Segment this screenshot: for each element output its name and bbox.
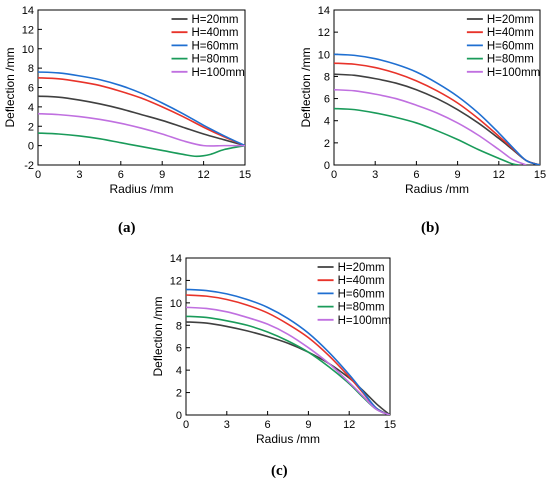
y-tick-label: 2 xyxy=(28,121,34,133)
x-tick-label: 12 xyxy=(343,419,355,431)
series-line-H=60mm xyxy=(186,288,390,415)
legend-label: H=100mm xyxy=(487,67,540,79)
y-tick-label: 12 xyxy=(22,24,34,36)
y-tick-label: 10 xyxy=(318,49,330,61)
x-tick-label: 0 xyxy=(183,419,189,431)
series-line-H=60mm xyxy=(38,71,245,147)
plot-frame xyxy=(185,257,391,416)
legend-label: H=40mm xyxy=(487,27,534,39)
x-tick-label: 9 xyxy=(159,169,165,181)
x-tick-label: 0 xyxy=(331,169,337,181)
chart-c-svg: 0 3 6 9 12 15 0 2 4 6 8 10 12 14 Radius /mm Deflection … xyxy=(151,253,396,446)
y-tick-label: 10 xyxy=(22,44,34,56)
y-tick-label: 12 xyxy=(170,275,182,287)
x-axis-title: Radius /mm xyxy=(256,432,320,446)
y-axis-title: Deflection /mm xyxy=(299,47,313,127)
series-group xyxy=(334,53,540,165)
series-group xyxy=(38,71,245,158)
x-tick-label: 12 xyxy=(493,169,505,181)
x-tick-label: 9 xyxy=(305,419,311,431)
y-tick-label: 10 xyxy=(170,298,182,310)
legend-label: H=60mm xyxy=(338,288,385,300)
x-tick-label: 6 xyxy=(118,169,124,181)
y-tick-label: 14 xyxy=(170,253,182,265)
panel-label-b: (b) xyxy=(421,220,440,236)
legend-label: H=60mm xyxy=(192,40,239,52)
legend-label: H=100mm xyxy=(192,67,245,79)
series-line-H=100mm xyxy=(38,112,245,147)
y-tick-label: 0 xyxy=(324,160,330,172)
series-line-H=80mm xyxy=(334,107,520,165)
legend-label: H=80mm xyxy=(487,54,534,66)
x-tick-label: 12 xyxy=(197,169,209,181)
x-tick-label: 9 xyxy=(455,169,461,181)
y-tick-label: 0 xyxy=(28,141,34,153)
legend-label: H=80mm xyxy=(192,54,239,66)
plot-frame xyxy=(333,9,541,166)
y-tick-label: 12 xyxy=(318,27,330,39)
panel-label-a: (a) xyxy=(118,220,136,236)
chart-panel-a: 0 3 6 9 12 15 -2 0 2 4 6 8 10 12 14 Radius /mm Deflectio… xyxy=(0,0,260,205)
panel-label-c: (c) xyxy=(271,463,288,479)
x-tick-label: 6 xyxy=(413,169,419,181)
x-tick-label: 3 xyxy=(372,169,378,181)
x-tick-label: 15 xyxy=(239,169,251,181)
series-line-H=20mm xyxy=(186,321,390,415)
x-tick-label: 0 xyxy=(35,169,41,181)
series-line-H=60mm xyxy=(334,53,540,165)
x-axis-title: Radius /mm xyxy=(405,182,469,196)
y-tick-label: -2 xyxy=(24,160,34,172)
chart-panel-c: 0 3 6 9 12 15 0 2 4 6 8 10 12 14 Radius /mm Deflection … xyxy=(138,248,400,446)
series-line-H=100mm xyxy=(334,88,527,165)
y-tick-label: 6 xyxy=(176,343,182,355)
y-tick-label: 4 xyxy=(176,365,182,377)
y-tick-label: 8 xyxy=(324,71,330,83)
y-tick-label: 6 xyxy=(324,94,330,106)
legend-label: H=80mm xyxy=(338,302,385,314)
legend-label: H=60mm xyxy=(487,40,534,52)
y-tick-label: 14 xyxy=(22,5,34,17)
series-line-H=20mm xyxy=(38,95,245,147)
y-tick-label: 8 xyxy=(28,63,34,75)
x-tick-label: 6 xyxy=(265,419,271,431)
legend-label: H=20mm xyxy=(192,14,239,26)
x-axis-title: Radius /mm xyxy=(109,182,173,196)
series-line-H=40mm xyxy=(38,77,245,147)
y-tick-label: 4 xyxy=(324,116,330,128)
y-axis-title: Deflection /mm xyxy=(151,296,165,376)
y-tick-label: 6 xyxy=(28,83,34,95)
y-axis-title: Deflection /mm xyxy=(3,47,17,127)
y-tick-label: 2 xyxy=(176,388,182,400)
legend-label: H=40mm xyxy=(192,27,239,39)
series-line-H=80mm xyxy=(186,315,390,415)
legend-label: H=20mm xyxy=(487,14,534,26)
legend-label: H=20mm xyxy=(338,262,385,274)
chart-panel-b: 0 3 6 9 12 15 0 2 4 6 8 10 12 14 Radius /mm Deflection … xyxy=(288,0,550,205)
y-tick-label: 2 xyxy=(324,138,330,150)
x-tick-label: 3 xyxy=(224,419,230,431)
legend-label: H=40mm xyxy=(338,275,385,287)
x-tick-label: 15 xyxy=(384,419,396,431)
series-line-H=20mm xyxy=(334,73,540,165)
x-tick-label: 3 xyxy=(76,169,82,181)
series-group xyxy=(186,288,390,415)
y-tick-label: 4 xyxy=(28,102,34,114)
legend-label: H=100mm xyxy=(338,315,391,327)
y-tick-label: 14 xyxy=(318,5,330,17)
series-line-H=80mm xyxy=(38,132,245,158)
x-tick-label: 15 xyxy=(534,169,546,181)
y-tick-label: 8 xyxy=(176,320,182,332)
chart-b-svg: 0 3 6 9 12 15 0 2 4 6 8 10 12 14 Radius /mm Deflection … xyxy=(299,5,546,196)
series-line-H=100mm xyxy=(186,306,390,415)
y-tick-label: 0 xyxy=(176,410,182,422)
